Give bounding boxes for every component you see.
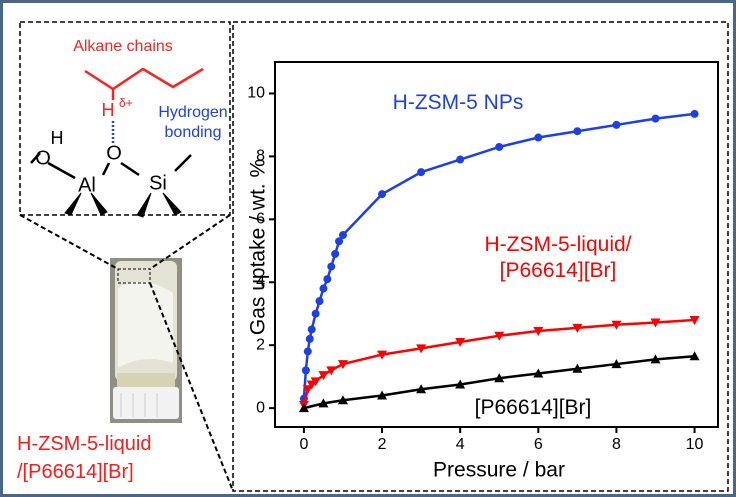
point xyxy=(303,347,312,356)
point xyxy=(301,366,310,375)
point xyxy=(323,275,332,284)
point xyxy=(307,325,316,334)
series-label: [P66614][Br] xyxy=(474,396,592,419)
point xyxy=(318,371,329,381)
point xyxy=(650,318,661,328)
point xyxy=(494,373,505,383)
series-line xyxy=(302,112,695,399)
point xyxy=(327,262,336,271)
point xyxy=(302,385,313,395)
si-atom: Si xyxy=(149,172,167,194)
point xyxy=(612,120,621,129)
plot-frame xyxy=(274,61,719,428)
point xyxy=(378,190,387,199)
h-atom: H xyxy=(102,100,115,120)
point xyxy=(456,155,465,164)
point xyxy=(455,379,466,389)
chart-box xyxy=(232,21,729,492)
point xyxy=(494,331,505,341)
point xyxy=(495,142,504,151)
point xyxy=(534,133,543,142)
o-atom: O xyxy=(35,147,51,169)
point xyxy=(310,377,321,387)
x-tick-label: 2 xyxy=(378,436,387,453)
caption: H-ZSM-5-liquid xyxy=(17,433,152,455)
y-tick-label: 8 xyxy=(256,148,265,165)
series-label: H-ZSM-5 NPs xyxy=(392,91,524,114)
point xyxy=(689,316,700,326)
hb-label: Hydrogen xyxy=(158,104,227,121)
point xyxy=(416,344,427,354)
point xyxy=(337,395,348,405)
point xyxy=(377,350,388,360)
point xyxy=(416,384,427,394)
o-atom: O xyxy=(106,142,122,164)
point xyxy=(650,354,661,364)
point xyxy=(533,368,544,378)
point xyxy=(298,403,309,413)
y-tick-label: 0 xyxy=(256,399,265,416)
point xyxy=(417,168,426,177)
y-tick-label: 10 xyxy=(247,85,265,102)
vial-photo xyxy=(110,258,182,423)
h-atom: H xyxy=(51,128,64,148)
point xyxy=(533,327,544,337)
point xyxy=(337,360,348,370)
y-tick-label: 2 xyxy=(256,336,265,353)
point xyxy=(326,366,337,376)
point xyxy=(572,363,583,373)
point xyxy=(611,359,622,369)
y-axis-title: Gas uptake / wt. % xyxy=(247,159,270,335)
point xyxy=(315,297,324,306)
x-tick-label: 10 xyxy=(686,436,704,453)
point xyxy=(318,398,329,408)
caption: /[P66614][Br] xyxy=(17,461,134,483)
inset-box xyxy=(19,21,231,216)
point xyxy=(319,284,328,293)
point xyxy=(572,323,583,333)
chart: Alkane chains H δ+ Hydrogen bonding O Al… xyxy=(19,21,729,492)
zoom-lines xyxy=(19,214,234,492)
point xyxy=(611,320,622,330)
hb-label: bonding xyxy=(165,124,222,141)
x-tick-label: 6 xyxy=(534,436,543,453)
alkane-label: Alkane chains xyxy=(73,38,173,55)
x-tick-label: 0 xyxy=(299,436,308,453)
scheme xyxy=(30,67,204,218)
al-atom: Al xyxy=(78,174,96,196)
point xyxy=(689,351,700,361)
x-axis-title: Pressure / bar xyxy=(433,459,565,482)
point xyxy=(331,249,340,258)
series-label: H-ZSM-5-liquid/ [P66614][Br] xyxy=(484,233,632,282)
x-tick-label: 4 xyxy=(456,436,465,453)
x-tick-label: 8 xyxy=(612,436,621,453)
point xyxy=(335,237,344,246)
point xyxy=(455,338,466,348)
h-charge: δ+ xyxy=(119,96,133,110)
point xyxy=(305,334,314,343)
y-tick-label: 6 xyxy=(256,211,265,228)
y-tick-label: 4 xyxy=(256,273,265,290)
point xyxy=(651,114,660,123)
point xyxy=(338,231,347,240)
point xyxy=(311,309,320,318)
series-line xyxy=(303,354,695,410)
point xyxy=(377,390,388,400)
point xyxy=(573,127,582,136)
point xyxy=(690,109,699,118)
